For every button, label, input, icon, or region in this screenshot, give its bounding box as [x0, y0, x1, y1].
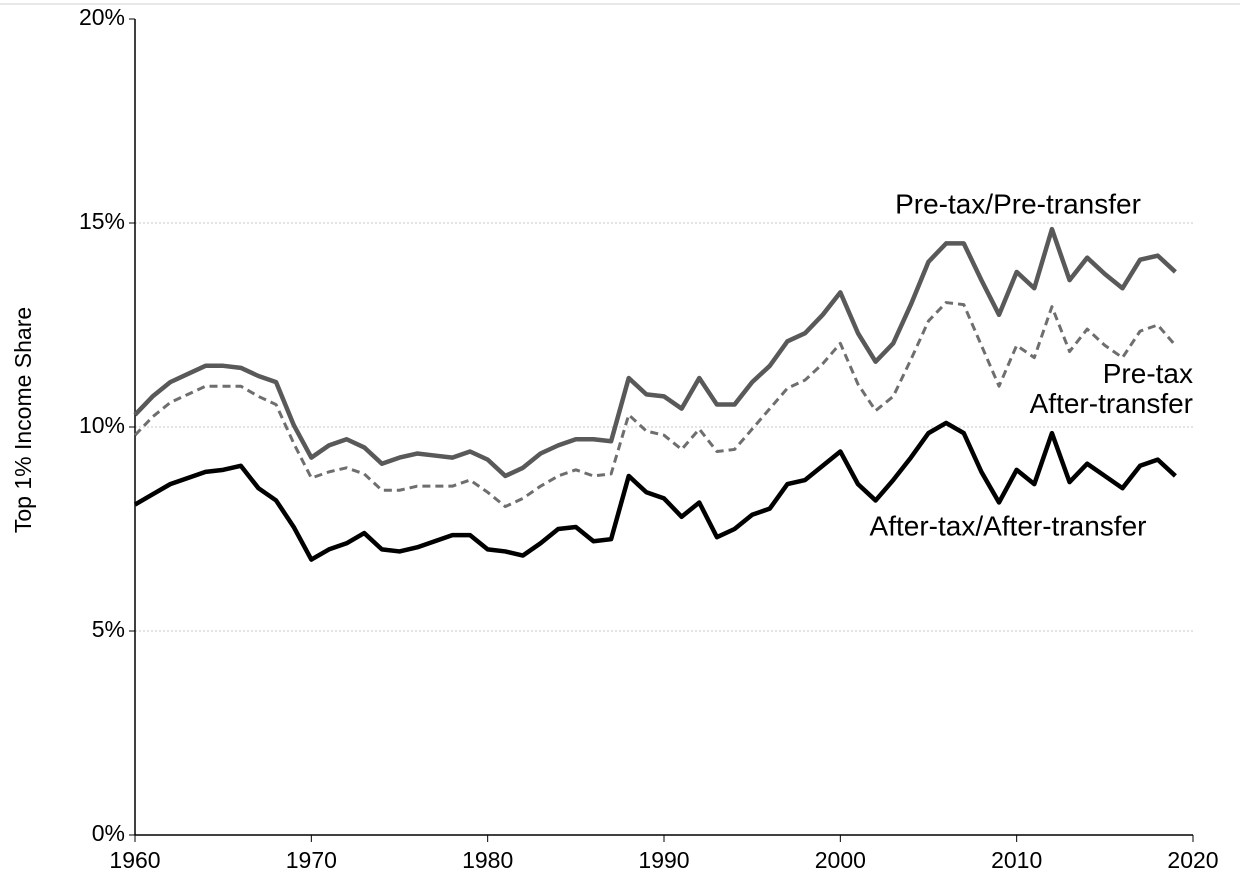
x-tick-label: 2020 [1167, 847, 1218, 873]
x-tick-label: 2010 [991, 847, 1042, 873]
series-label: Pre-tax After-transfer [1030, 358, 1193, 419]
series-line [133, 226, 1177, 479]
y-axis-label: Top 1% Income Share [10, 307, 36, 533]
x-tick-label: 1980 [462, 847, 513, 873]
x-tick-label: 1960 [109, 847, 160, 873]
y-tick-label: 0% [92, 820, 125, 846]
x-tick-label: 1970 [286, 847, 337, 873]
series-label: Pre-tax/Pre-transfer [895, 188, 1141, 219]
y-tick-label: 20% [79, 4, 125, 30]
y-tick-label: 15% [79, 208, 125, 234]
series-line [133, 420, 1177, 562]
x-tick-label: 1990 [638, 847, 689, 873]
y-tick-label: 5% [92, 616, 125, 642]
series-line [133, 301, 1177, 509]
x-tick-label: 2000 [815, 847, 866, 873]
series-label: After-tax/After-transfer [870, 510, 1147, 541]
y-tick-label: 10% [79, 412, 125, 438]
